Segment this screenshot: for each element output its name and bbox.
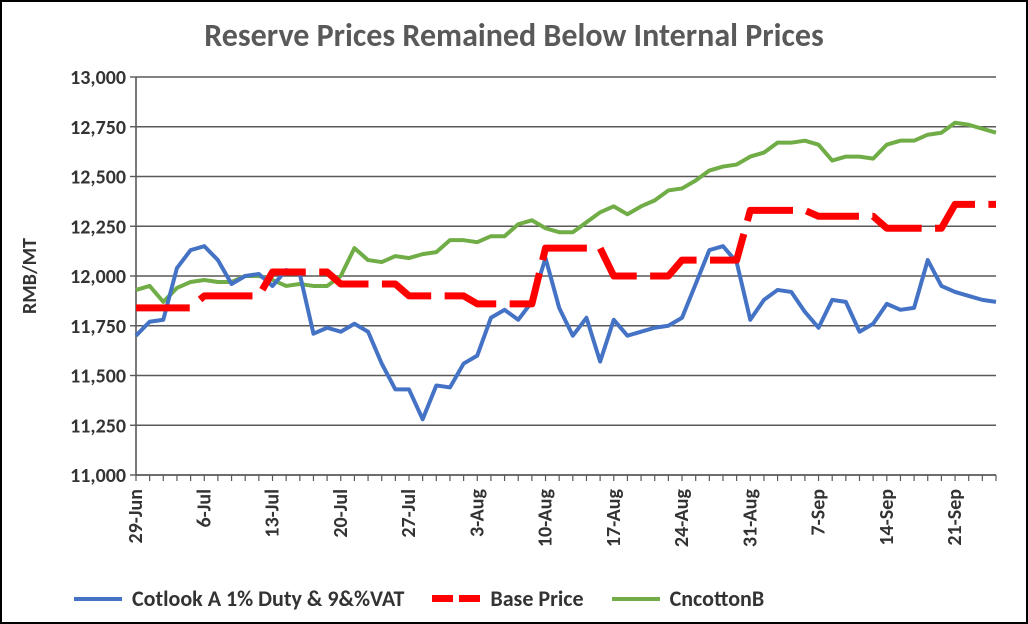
svg-text:20-Jul: 20-Jul xyxy=(329,489,353,538)
legend-item-base: Base Price xyxy=(432,585,583,612)
svg-text:24-Aug: 24-Aug xyxy=(670,488,694,547)
svg-text:RMB/MT: RMB/MT xyxy=(18,238,42,314)
svg-text:31-Aug: 31-Aug xyxy=(738,488,762,547)
svg-text:11,500: 11,500 xyxy=(70,365,126,389)
svg-text:12,000: 12,000 xyxy=(70,265,126,289)
legend-item-cncotton: CncottonB xyxy=(612,585,765,612)
svg-text:10-Aug: 10-Aug xyxy=(534,488,558,547)
svg-text:13,000: 13,000 xyxy=(70,66,126,90)
svg-text:13-Jul: 13-Jul xyxy=(261,489,285,538)
svg-text:12,750: 12,750 xyxy=(70,116,126,140)
svg-text:12,500: 12,500 xyxy=(70,166,126,190)
svg-text:7-Sep: 7-Sep xyxy=(807,489,831,536)
svg-text:3-Aug: 3-Aug xyxy=(465,488,489,536)
legend-label-cncotton: CncottonB xyxy=(670,585,765,612)
svg-text:11,750: 11,750 xyxy=(70,315,126,339)
legend-swatch-cncotton xyxy=(612,597,660,601)
svg-text:11,000: 11,000 xyxy=(70,464,126,488)
svg-text:29-Jun: 29-Jun xyxy=(124,489,148,543)
svg-text:6-Jul: 6-Jul xyxy=(192,489,216,528)
svg-text:17-Aug: 17-Aug xyxy=(602,488,626,547)
legend-label-cotlook: Cotlook A 1% Duty & 9&%VAT xyxy=(132,585,404,612)
legend: Cotlook A 1% Duty & 9&%VAT Base Price Cn… xyxy=(14,579,1014,614)
svg-text:12,250: 12,250 xyxy=(70,215,126,239)
chart-title: Reserve Prices Remained Below Internal P… xyxy=(14,16,1014,55)
svg-text:11,250: 11,250 xyxy=(70,414,126,438)
legend-swatch-base xyxy=(432,595,480,602)
legend-swatch-cotlook xyxy=(74,597,122,601)
legend-label-base: Base Price xyxy=(490,585,583,612)
chart-frame: Reserve Prices Remained Below Internal P… xyxy=(0,0,1028,624)
chart-plot-area: 11,000 11,250 11,500 11,750 12,000 12,250 12,5… xyxy=(14,65,1014,579)
svg-text:14-Sep: 14-Sep xyxy=(875,489,899,546)
svg-text:27-Jul: 27-Jul xyxy=(397,489,421,538)
svg-text:21-Sep: 21-Sep xyxy=(943,489,967,546)
chart-svg: 11,000 11,250 11,500 11,750 12,000 12,250 12,5… xyxy=(14,65,1014,579)
legend-item-cotlook: Cotlook A 1% Duty & 9&%VAT xyxy=(74,585,404,612)
